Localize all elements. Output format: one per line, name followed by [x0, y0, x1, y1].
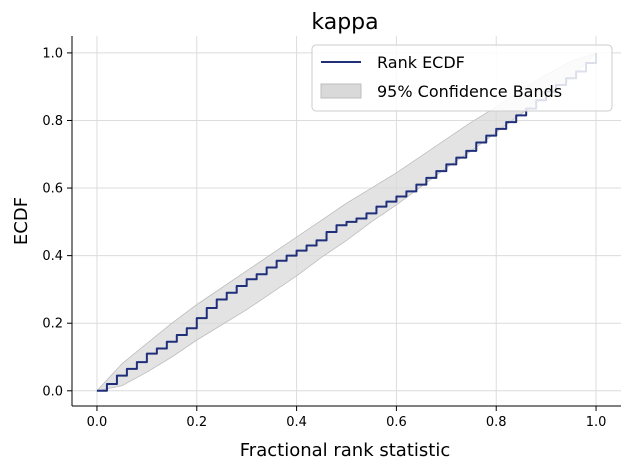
y-tick-label: 0.2: [42, 317, 63, 332]
axes: [67, 36, 621, 411]
x-tick-label: 0.4: [286, 415, 307, 430]
y-tick-label: 1.0: [42, 46, 63, 61]
y-tick-label: 0.4: [42, 249, 63, 264]
x-tick-label: 0.6: [386, 415, 407, 430]
legend-band-swatch: [320, 83, 362, 99]
x-tick-label: 1.0: [586, 415, 607, 430]
chart-title: kappa: [311, 10, 378, 35]
legend-box: [311, 44, 613, 112]
tick-labels: 0.0 0.2 0.4 0.6 0.8 1.0 0.0 0.2 0.4 0.6 0.8 1.0: [42, 46, 606, 430]
x-tick-label: 0.2: [186, 415, 207, 430]
ecdf-line: [96, 52, 598, 392]
x-tick-label: 0.8: [486, 415, 507, 430]
legend-label-confidence-bands: 95% Confidence Bands: [377, 82, 562, 101]
legend: Rank ECDF 95% Confidence Bands: [311, 44, 613, 112]
x-tick-label: 0.0: [87, 415, 108, 430]
legend-label-rank-ecdf: Rank ECDF: [377, 53, 465, 72]
x-axis-label: Fractional rank statistic: [240, 440, 450, 461]
y-axis-label: ECDF: [11, 197, 32, 245]
y-tick-label: 0.8: [42, 114, 63, 129]
ecdf-line-layer: [96, 52, 598, 392]
y-tick-label: 0.0: [42, 384, 63, 399]
y-tick-label: 0.6: [42, 182, 63, 197]
